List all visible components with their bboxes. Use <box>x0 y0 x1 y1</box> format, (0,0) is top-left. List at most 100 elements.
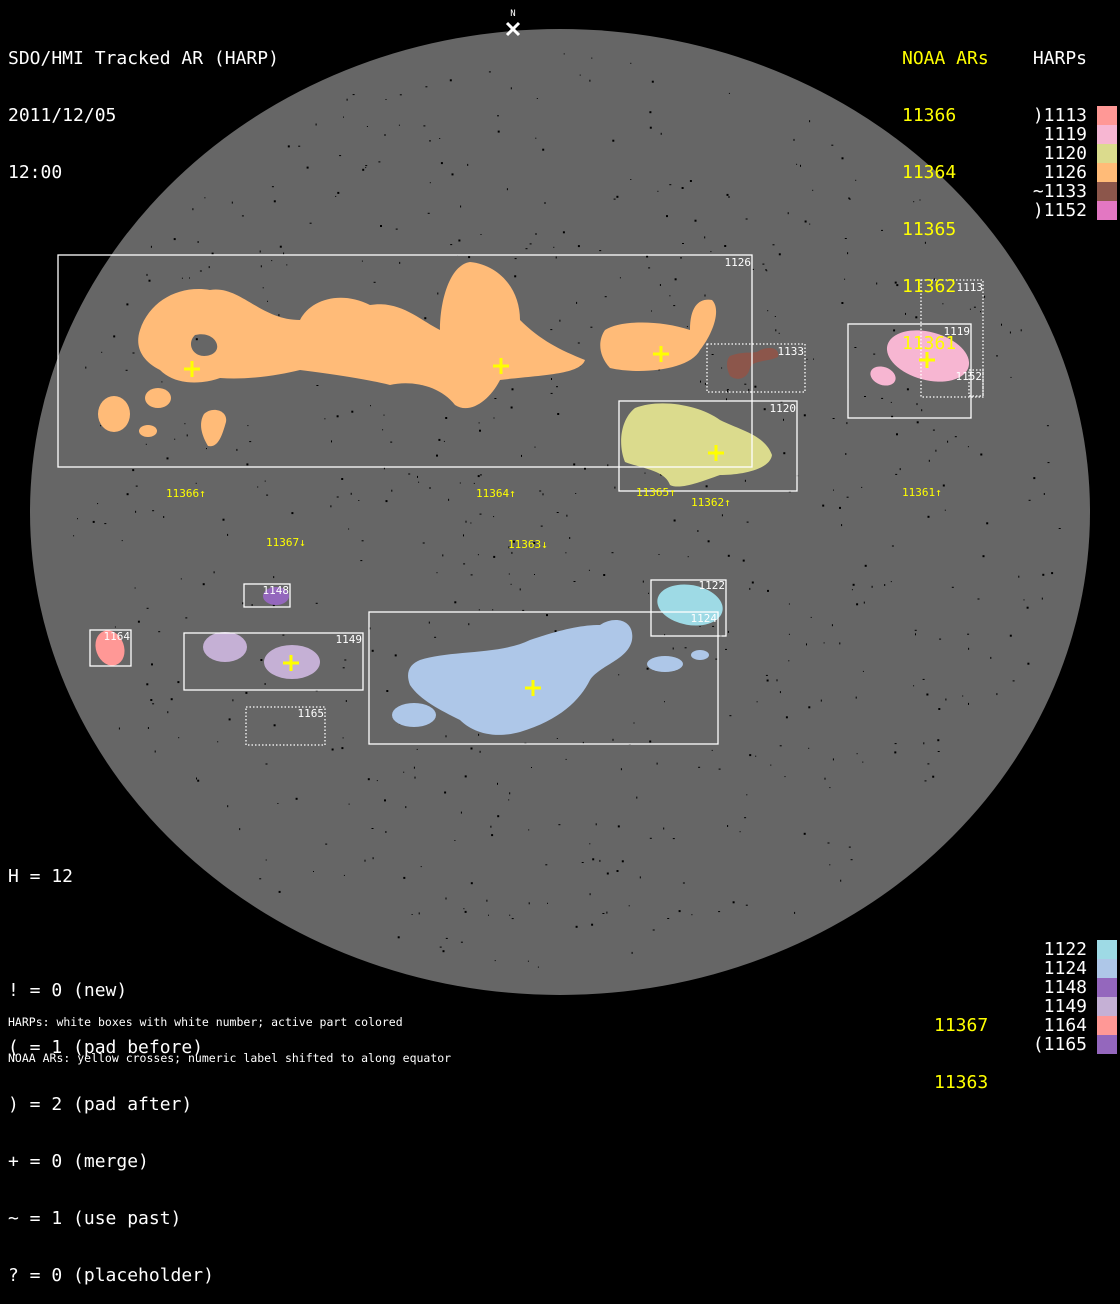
speckle <box>565 552 567 554</box>
speckle <box>380 225 382 227</box>
speckle <box>606 911 608 914</box>
speckle <box>810 616 812 618</box>
speckle <box>411 914 413 915</box>
speckle <box>264 480 266 482</box>
harp-box-1126[interactable] <box>57 254 753 468</box>
speckle <box>360 560 363 562</box>
harp-legend-item: 1148 <box>917 978 1117 997</box>
speckle <box>343 874 345 876</box>
speckle <box>990 656 992 659</box>
speckle <box>864 564 867 567</box>
speckle <box>800 164 801 167</box>
speckle <box>385 500 388 503</box>
harp-color-swatch <box>1097 144 1117 163</box>
speckle <box>590 326 593 328</box>
harp-box-1120[interactable] <box>618 400 798 492</box>
speckle <box>121 540 123 542</box>
speckle <box>550 392 553 394</box>
speckle <box>478 422 480 424</box>
harp-box-1164[interactable] <box>89 629 132 667</box>
speckle <box>686 326 688 328</box>
speckle <box>126 493 129 496</box>
harp-box-1113[interactable] <box>920 279 984 398</box>
speckle <box>616 870 619 872</box>
speckle <box>891 415 894 418</box>
speckle <box>152 510 155 512</box>
speckle <box>649 111 652 114</box>
harp-box-1122[interactable] <box>650 579 727 637</box>
solar-disk-map: 1126 1113 1119 1152 1133 1120 1122 1124 … <box>30 9 1090 995</box>
speckle <box>793 138 795 141</box>
speckle <box>546 614 548 617</box>
speckle <box>895 473 898 475</box>
harp-legend-item: 1164 <box>917 1016 1117 1035</box>
speckle <box>100 425 101 427</box>
speckle <box>727 554 730 557</box>
speckle <box>855 696 857 699</box>
noaa-legend-top: NOAA ARs 11366 11364 11365 11362 11361 <box>902 11 989 372</box>
speckle <box>92 520 95 523</box>
speckle <box>633 722 635 724</box>
harp-header-label: HARPs <box>1032 48 1087 69</box>
speckle <box>422 542 425 544</box>
speckle <box>577 245 580 248</box>
speckle <box>778 332 780 334</box>
speckle <box>245 691 248 694</box>
speckle <box>687 556 689 558</box>
speckle <box>463 534 464 537</box>
harp-legend-item: 1119 <box>917 125 1117 144</box>
speckle <box>922 678 925 680</box>
harp-box-1165[interactable] <box>245 706 326 746</box>
speckle <box>573 581 576 582</box>
speckle <box>969 308 971 310</box>
speckle <box>545 864 548 866</box>
speckle <box>700 380 701 383</box>
speckle <box>366 126 368 127</box>
speckle <box>376 780 378 782</box>
speckle <box>846 496 849 498</box>
speckle <box>313 871 314 872</box>
speckle <box>554 630 557 633</box>
speckle <box>893 329 896 332</box>
speckle <box>509 792 511 795</box>
speckle <box>291 512 294 515</box>
harp-box-1119[interactable] <box>847 323 972 419</box>
harp-box-1148[interactable] <box>243 583 291 608</box>
speckle <box>278 890 281 893</box>
speckle <box>262 287 264 289</box>
speckle <box>984 295 986 298</box>
speckle <box>174 438 176 440</box>
harp-box-1149[interactable] <box>183 632 364 691</box>
speckle <box>712 625 715 627</box>
speckle <box>555 256 557 259</box>
speckle <box>924 241 926 244</box>
speckle <box>514 275 517 278</box>
speckle <box>996 355 998 357</box>
speckle <box>378 161 381 163</box>
speckle <box>646 255 649 258</box>
harp-color-swatch <box>1097 163 1117 182</box>
speckle <box>534 574 535 575</box>
harp-box-1152[interactable] <box>968 369 984 397</box>
speckle <box>1026 606 1029 609</box>
speckle <box>405 806 407 809</box>
speckle <box>534 446 536 448</box>
speckle <box>344 659 347 661</box>
speckle <box>562 231 565 234</box>
speckle <box>732 901 735 904</box>
harp-box-1133[interactable] <box>706 343 806 393</box>
speckle <box>1058 528 1061 529</box>
speckle <box>427 212 430 214</box>
notes-block: HARPs: white boxes with white number; ac… <box>8 992 451 1076</box>
speckle <box>352 94 355 96</box>
harp-label-1148: 1148 <box>263 584 290 597</box>
speckle <box>937 739 940 742</box>
speckle <box>535 233 537 235</box>
speckle <box>863 601 865 604</box>
speckle <box>395 228 398 230</box>
speckle <box>682 243 684 244</box>
speckle <box>241 215 244 217</box>
harp-box-1124[interactable] <box>368 611 719 745</box>
speckle <box>829 787 831 789</box>
speckle <box>450 244 453 246</box>
